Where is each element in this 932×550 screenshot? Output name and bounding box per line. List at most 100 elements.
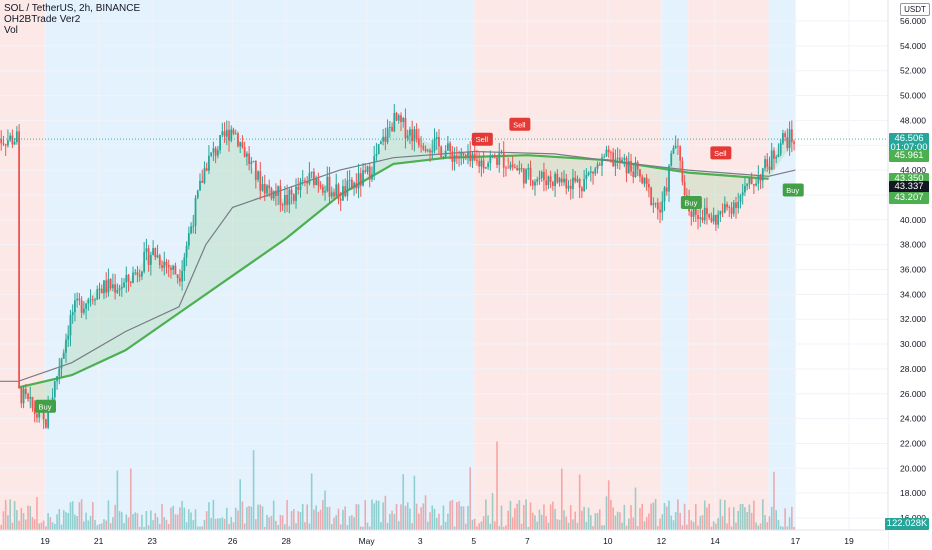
volume-tag: 122.028K	[885, 518, 929, 530]
volume-bar	[132, 514, 134, 530]
volume-bar	[764, 515, 766, 530]
volume-bar	[732, 507, 735, 530]
volume-bar	[145, 511, 148, 530]
volume-bar	[185, 522, 188, 530]
volume-bar	[147, 525, 150, 530]
candle-body	[746, 183, 749, 186]
signal-label: Buy	[684, 198, 697, 207]
candle-body	[232, 129, 235, 134]
volume-bar	[38, 523, 40, 530]
candle-body	[449, 143, 452, 152]
volume-bar	[433, 508, 436, 530]
price-tick-label: 56.000	[900, 16, 926, 26]
candle-body	[147, 248, 150, 265]
volume-bar	[681, 525, 684, 530]
candle-body	[665, 187, 668, 192]
candle-body	[96, 289, 99, 300]
candle-body	[292, 194, 295, 201]
volume-bar	[89, 515, 92, 530]
candle-body	[621, 159, 623, 163]
zone-buy	[45, 0, 474, 530]
candle-body	[663, 187, 666, 202]
price-tick-label: 22.000	[900, 438, 926, 448]
volume-bar	[451, 499, 454, 530]
volume-bar	[261, 506, 264, 530]
volume-bar	[31, 516, 34, 530]
candle-body	[710, 217, 713, 222]
candle-body	[91, 299, 94, 301]
volume-bar	[51, 522, 54, 530]
price-axis-bg	[888, 0, 932, 550]
candlesticks	[0, 103, 795, 430]
candle-body	[355, 182, 358, 189]
volume-bar	[406, 502, 409, 530]
currency-badge[interactable]: USDT	[900, 3, 930, 16]
candle-body	[210, 152, 213, 156]
volume-bar	[208, 502, 210, 530]
candle-body	[518, 168, 521, 171]
candle-body	[368, 166, 371, 180]
candle-body	[319, 185, 322, 187]
volume-bar	[438, 513, 440, 530]
volume-bar	[788, 517, 791, 530]
candle-body	[601, 157, 603, 166]
candle-body	[259, 171, 262, 191]
zone-sell	[0, 0, 45, 530]
volume-bar	[382, 502, 384, 530]
volume-bar	[389, 513, 391, 530]
candle-body	[786, 137, 789, 149]
volume-bar	[409, 508, 411, 530]
candle-body	[13, 141, 16, 145]
volume-bar	[154, 513, 157, 530]
candle-body	[750, 177, 753, 185]
volume-bar	[735, 522, 737, 530]
volume-bar	[353, 517, 355, 530]
volume-bar	[793, 526, 795, 530]
candle-body	[618, 157, 621, 163]
volume-bar	[489, 523, 492, 530]
volume-bar	[670, 515, 673, 530]
candle-body	[395, 112, 398, 121]
volume-bar	[404, 505, 407, 530]
candle-body	[263, 183, 266, 194]
volume-bar	[62, 510, 65, 530]
candle-body	[614, 159, 617, 167]
volume-bar	[456, 502, 458, 530]
volume-bar	[67, 513, 70, 530]
candle-body	[402, 118, 405, 123]
candle-body	[100, 288, 103, 294]
candle-body	[199, 180, 201, 191]
volume-bar	[391, 510, 393, 530]
volume-bar	[109, 523, 112, 530]
candle-body	[252, 160, 255, 162]
volume-bar	[397, 521, 400, 530]
candle-body	[464, 154, 467, 158]
volume-bar	[98, 524, 101, 530]
time-tick-label: 21	[94, 536, 104, 546]
volume-bar	[741, 503, 744, 530]
volume-bar	[712, 521, 715, 530]
candle-body	[42, 412, 45, 420]
volume-bar	[368, 526, 371, 530]
candle-body	[498, 153, 501, 165]
volume-bar	[225, 507, 228, 530]
time-tick-label: 19	[844, 536, 854, 546]
volume-bar	[556, 519, 559, 530]
volume-bar	[779, 526, 782, 530]
volume-bar	[487, 515, 489, 530]
candle-body	[411, 129, 414, 142]
candle-body	[178, 278, 181, 282]
volume-bar	[121, 512, 123, 530]
volume-bar	[373, 503, 375, 530]
volume-bar	[496, 441, 498, 530]
candle-body	[98, 288, 101, 290]
volume-bar	[281, 515, 284, 530]
symbol-title: SOL / TetherUS, 2h, BINANCE	[4, 3, 141, 14]
volume-bar	[194, 509, 197, 530]
volume-bar	[257, 504, 259, 530]
volume-bar	[18, 520, 20, 530]
volume-bar	[219, 518, 221, 530]
candle-body	[442, 157, 445, 158]
